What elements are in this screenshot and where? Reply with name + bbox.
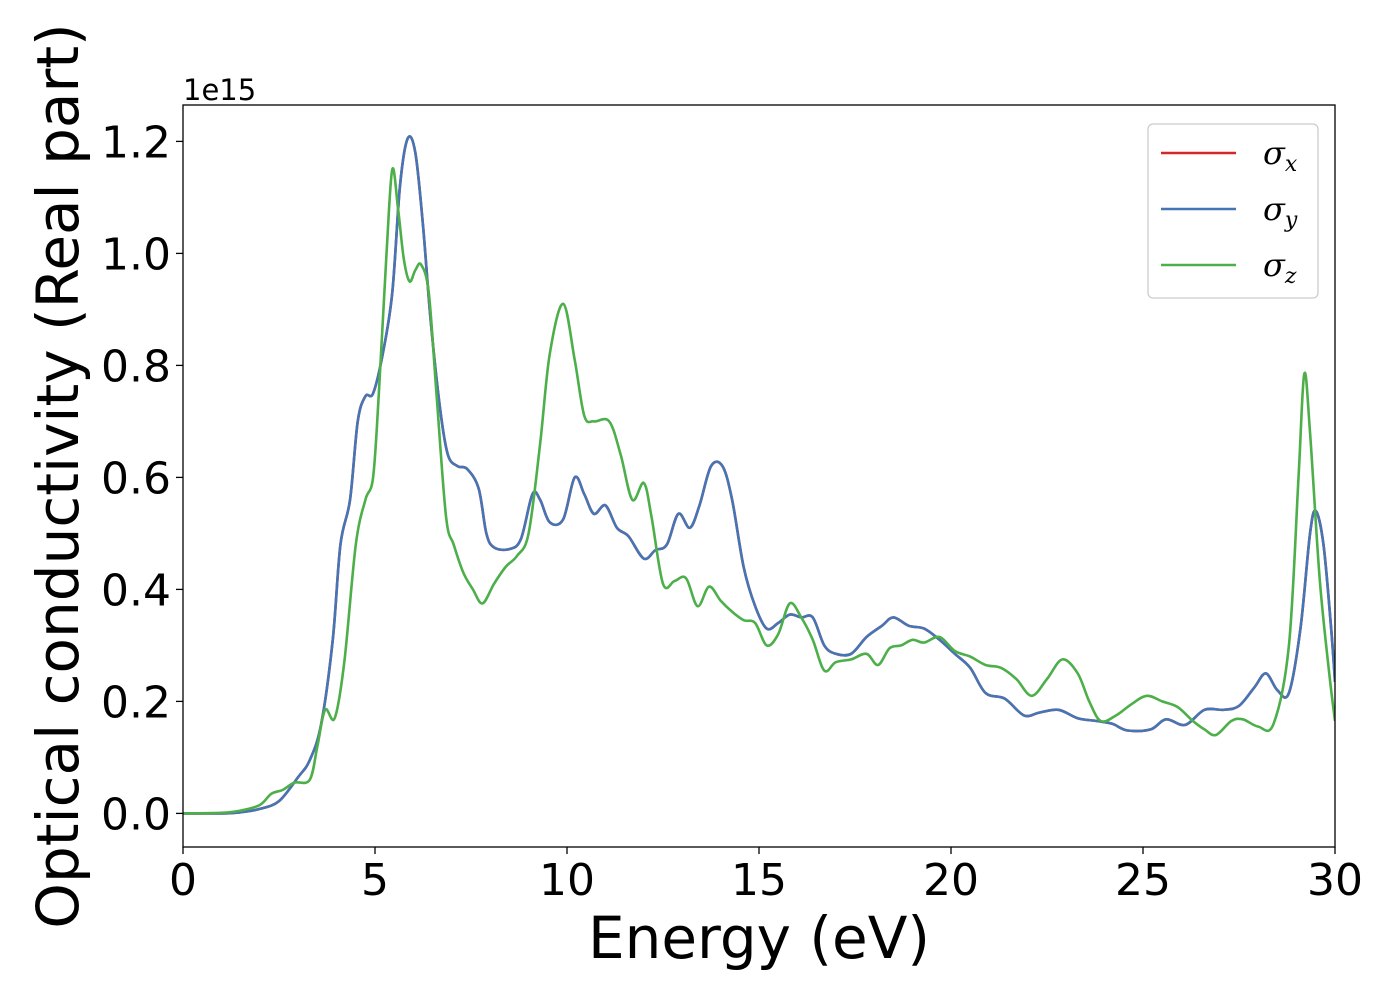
legend-label: σz	[1263, 246, 1297, 289]
y-tick-label: 0.6	[101, 453, 171, 504]
legend-item-x: σx	[1161, 134, 1298, 177]
y-axis-offset-label: 1e15	[183, 73, 256, 107]
y-tick-label: 0.2	[101, 677, 171, 728]
series-line-y	[183, 135, 1335, 815]
x-tick-label: 0	[169, 855, 197, 906]
x-tick-label: 15	[731, 855, 787, 906]
legend-label: σx	[1263, 134, 1298, 177]
y-axis: 0.0 0.2 0.4 0.6 0.8 1.0 1.2	[101, 117, 183, 840]
legend-subscript: x	[1285, 152, 1298, 177]
y-tick-label: 1.0	[101, 229, 171, 280]
series-layer	[183, 135, 1335, 815]
legend-label: σy	[1263, 190, 1298, 233]
x-tick-label: 25	[1115, 855, 1171, 906]
legend-subscript: y	[1284, 208, 1298, 233]
x-tick-label: 10	[539, 855, 595, 906]
legend-symbol: σ	[1263, 246, 1286, 284]
x-tick-label: 20	[923, 855, 979, 906]
y-axis-label: Optical conductivity (Real part)	[24, 23, 92, 928]
legend-symbol: σ	[1263, 190, 1286, 228]
y-tick-label: 0.0	[101, 789, 171, 840]
series-line-z	[183, 167, 1335, 815]
x-tick-label: 5	[361, 855, 389, 906]
x-axis-label: Energy (eV)	[588, 904, 930, 972]
y-tick-label: 0.8	[101, 341, 171, 392]
legend-subscript: z	[1284, 264, 1297, 289]
legend-box	[1147, 123, 1319, 299]
y-tick-label: 1.2	[101, 117, 171, 168]
x-tick-label: 30	[1307, 855, 1363, 906]
x-axis: 0 5 10 15 20 25 30	[169, 847, 1363, 906]
legend-symbol: σ	[1263, 134, 1286, 172]
legend-item-y: σy	[1161, 190, 1298, 233]
legend-item-z: σz	[1161, 246, 1297, 289]
y-tick-label: 0.4	[101, 565, 171, 616]
